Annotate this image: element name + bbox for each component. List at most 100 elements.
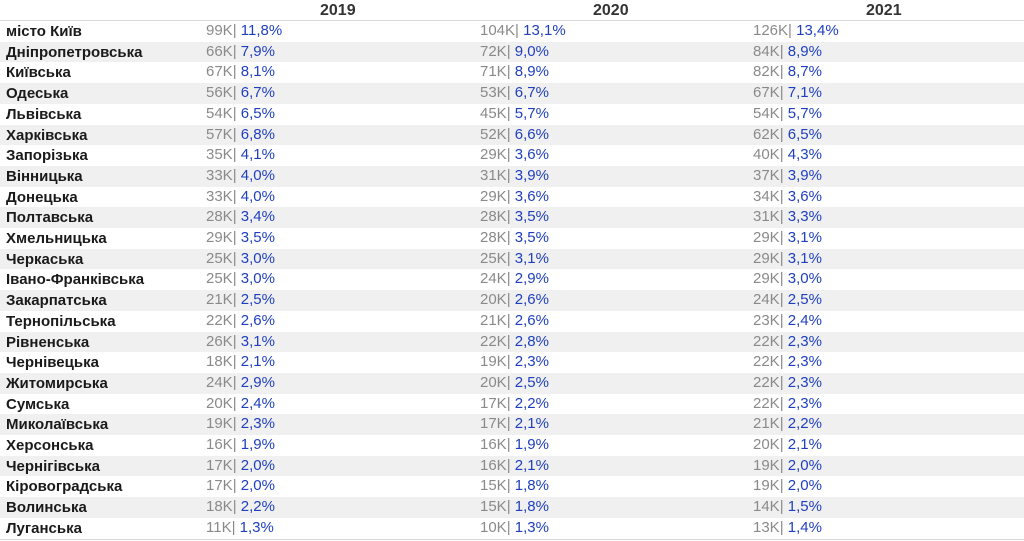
table-cell-2019: 26K| 3,1% [206, 333, 275, 350]
table-cell-2020: 53K| 6,7% [480, 84, 549, 101]
percent-value: 6,5% [787, 125, 822, 143]
cell-separator: | [506, 229, 515, 246]
count-value: 28K [206, 208, 233, 226]
count-value: 20K [206, 394, 233, 412]
cell-separator: | [506, 63, 515, 81]
table-cell-2021: 22K| 2,3% [753, 333, 822, 350]
table-cell-2019: 17K| 2,0% [206, 477, 275, 494]
count-value: 29K [206, 229, 233, 246]
table-cell-2021: 24K| 2,5% [753, 291, 822, 308]
percent-value: 2,3% [787, 332, 822, 350]
count-value: 16K [480, 456, 507, 474]
table-cell-2020: 52K| 6,6% [480, 126, 549, 143]
table-cell-2021: 54K| 5,7% [753, 105, 822, 122]
count-value: 17K [480, 415, 507, 433]
table-cell-2020: 15K| 1,8% [480, 477, 549, 494]
cell-separator: | [506, 373, 515, 391]
percent-value: 6,7% [514, 84, 549, 102]
count-value: 22K [480, 332, 507, 350]
region-label: Луганська [6, 519, 82, 537]
cell-separator: | [779, 63, 788, 81]
percent-value: 6,8% [240, 125, 275, 143]
cell-separator: | [232, 146, 241, 164]
cell-separator: | [515, 22, 524, 39]
table-cell-2020: 72K| 9,0% [480, 43, 549, 60]
column-header-2020: 2020 [593, 2, 629, 19]
cell-separator: | [232, 311, 241, 329]
percent-value: 2,2% [787, 415, 822, 433]
cell-separator: | [506, 477, 515, 495]
cell-separator: | [506, 353, 515, 371]
count-value: 62K [753, 125, 780, 143]
count-value: 17K [206, 477, 233, 495]
region-label: Одеська [6, 85, 69, 103]
table-cell-2021: 20K| 2,1% [753, 436, 822, 453]
region-label: Черкаська [6, 250, 84, 268]
region-label: Вінницька [6, 167, 83, 185]
percent-value: 3,6% [514, 146, 549, 164]
percent-value: 2,6% [240, 311, 275, 329]
count-value: 13K [753, 518, 780, 536]
percent-value: 3,9% [787, 166, 822, 184]
count-value: 40K [753, 146, 780, 164]
cell-separator: | [506, 104, 515, 122]
table-cell-2019: 28K| 3,4% [206, 208, 275, 225]
table-cell-2019: 18K| 2,2% [206, 498, 275, 515]
region-label: Рівненська [6, 333, 90, 351]
count-value: 25K [206, 270, 233, 288]
cell-separator: | [232, 291, 241, 309]
percent-value: 2,3% [787, 373, 822, 391]
cell-separator: | [232, 63, 241, 81]
percent-value: 6,6% [514, 125, 549, 143]
percent-value: 3,1% [787, 229, 822, 246]
percent-value: 3,4% [240, 208, 275, 226]
cell-separator: | [779, 394, 788, 412]
header-divider [0, 20, 1024, 21]
cell-separator: | [232, 394, 241, 412]
table-cell-2019: 25K| 3,0% [206, 250, 275, 267]
count-value: 34K [753, 187, 780, 205]
region-label: Запорізька [6, 147, 88, 165]
table-cell-2021: 34K| 3,6% [753, 188, 822, 205]
count-value: 54K [753, 104, 780, 122]
percent-value: 1,3% [239, 518, 274, 536]
table-cell-2019: 18K| 2,1% [206, 353, 275, 370]
table-cell-2020: 71K| 8,9% [480, 63, 549, 80]
percent-value: 2,0% [787, 456, 822, 474]
cell-separator: | [506, 311, 515, 329]
count-value: 66K [206, 42, 233, 60]
percent-value: 2,8% [514, 332, 549, 350]
count-value: 24K [480, 270, 507, 288]
table-cell-2019: 33K| 4,0% [206, 167, 275, 184]
count-value: 22K [753, 394, 780, 412]
percent-value: 2,5% [240, 291, 275, 309]
table-cell-2019: 57K| 6,8% [206, 126, 275, 143]
table-cell-2019: 17K| 2,0% [206, 457, 275, 474]
count-value: 19K [480, 353, 507, 371]
count-value: 18K [206, 353, 233, 371]
count-value: 33K [206, 187, 233, 205]
percent-value: 3,6% [787, 187, 822, 205]
table-cell-2020: 22K| 2,8% [480, 333, 549, 350]
percent-value: 2,4% [240, 394, 275, 412]
table-cell-2021: 84K| 8,9% [753, 43, 822, 60]
cell-separator: | [779, 229, 788, 246]
percent-value: 1,4% [787, 518, 822, 536]
region-label: Львівська [6, 105, 82, 123]
percent-value: 3,6% [514, 187, 549, 205]
count-value: 22K [753, 373, 780, 391]
percent-value: 2,0% [787, 477, 822, 495]
table-cell-2021: 22K| 2,3% [753, 353, 822, 370]
percent-value: 3,5% [514, 229, 549, 246]
percent-value: 11,8% [240, 22, 283, 39]
table-row: Луганська 11K| 1,3% 10K| 1,3% 13K| 1,4% [0, 518, 1024, 539]
percent-value: 5,7% [514, 104, 549, 122]
percent-value: 13,4% [796, 22, 839, 39]
cell-separator: | [779, 518, 788, 536]
table-cell-2019: 20K| 2,4% [206, 395, 275, 412]
cell-separator: | [506, 42, 515, 60]
cell-separator: | [506, 518, 515, 536]
count-value: 25K [480, 249, 507, 267]
table-cell-2020: 15K| 1,8% [480, 498, 549, 515]
table-cell-2019: 24K| 2,9% [206, 374, 275, 391]
